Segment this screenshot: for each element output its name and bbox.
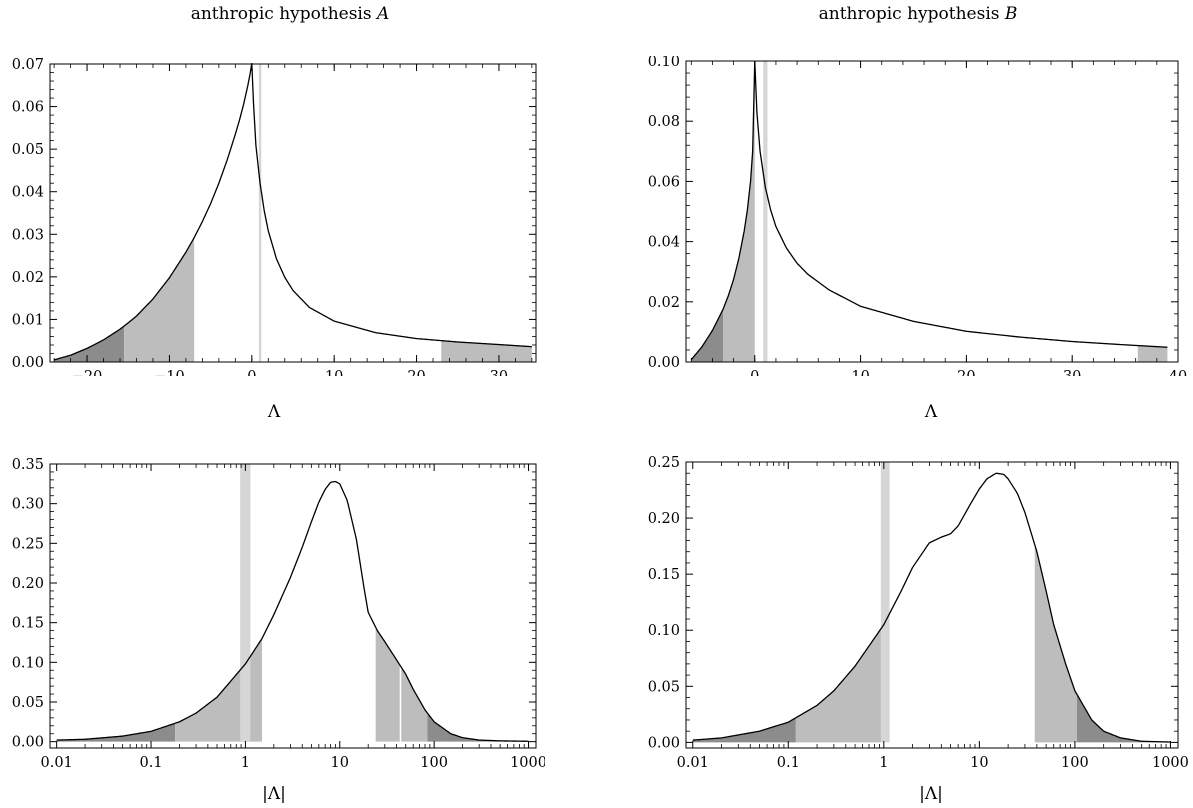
y-tick-label: 0.04 [12, 185, 44, 201]
x-tick-label: 100 [420, 755, 448, 771]
y-tick-label: 0.10 [12, 655, 44, 671]
y-tick-label: 0.25 [12, 536, 44, 552]
chart-top-left-svg: 0.00 0.01 0.02 0.03 0.04 0.05 0.06 0.07 −20 −10 0 1… [12, 57, 537, 376]
x-tick-label: 1000 [510, 755, 545, 771]
y-tick-label: 0.06 [648, 174, 680, 190]
y-tick-label: 0.05 [12, 142, 44, 158]
x-axis-label-bottom-right: |Λ| [919, 784, 943, 804]
x-tick-label: 0.1 [777, 755, 800, 771]
y-tick-label: 0.02 [648, 295, 680, 311]
chart-bottom-right-svg: 0.00 0.05 0.10 0.15 0.20 0.25 0.01 0.1 1 10 100 100… [648, 456, 1188, 771]
title-left: anthropic hypothesis A [190, 4, 390, 24]
y-tick-label: 0.05 [648, 679, 680, 695]
y-tick-label: 0.08 [648, 114, 680, 130]
x-tick-label: 20 [957, 369, 975, 376]
chart-bottom-left: 0.00 0.05 0.10 0.15 0.20 0.25 0.30 0.35 0.01 0.1 1… [0, 456, 545, 786]
y-tick-label: 0.00 [648, 735, 680, 751]
x-tick-label: 0 [750, 369, 759, 376]
shaded-region-dark [56, 723, 176, 742]
shaded-region-dark [54, 326, 125, 362]
observed-value-band [880, 462, 890, 743]
shaded-region-mid [441, 340, 532, 362]
y-tick-label: 0.01 [12, 312, 44, 328]
y-tick-label: 0.25 [648, 456, 680, 471]
x-tick-label: 30 [1063, 369, 1081, 376]
shaded-region-mid [124, 237, 195, 362]
y-tick-label: 0.15 [648, 567, 680, 583]
x-tick-label: 10 [331, 755, 349, 771]
title-right: anthropic hypothesis B [818, 4, 1018, 24]
shaded-region-mid [795, 627, 882, 743]
x-tick-label: 10 [325, 369, 343, 376]
y-tick-label: 0.00 [648, 355, 680, 371]
y-tick-label: 0.00 [12, 355, 44, 371]
title-variable: B [1004, 4, 1018, 24]
x-tick-label: 30 [490, 369, 508, 376]
x-tick-label: −10 [154, 369, 185, 376]
shaded-region-dark [692, 717, 796, 743]
chart-top-right-svg: 0.00 0.02 0.04 0.06 0.08 0.10 0 10 20 30 40 [648, 56, 1188, 376]
x-axis-label-bottom-left: |Λ| [262, 784, 286, 804]
y-tick-label: 0.05 [12, 695, 44, 711]
plot-frame [685, 461, 1179, 749]
y-tick-label: 0.10 [648, 56, 680, 70]
chart-bottom-left-svg: 0.00 0.05 0.10 0.15 0.20 0.25 0.30 0.35 0.01 0.1 1… [12, 457, 545, 771]
density-curve [56, 480, 529, 742]
x-tick-label: 0.1 [140, 755, 163, 771]
chart-top-right: 0.00 0.02 0.04 0.06 0.08 0.10 0 10 20 30 40 [598, 56, 1188, 376]
y-tick-label: 0.35 [12, 457, 44, 473]
x-axis-label-top-right: Λ [924, 402, 938, 422]
y-tick-label: 0.06 [12, 100, 44, 116]
x-tick-label: 40 [1169, 369, 1187, 376]
chart-top-left: 0.00 0.01 0.02 0.03 0.04 0.05 0.06 0.07 −20 −10 0 1… [0, 56, 545, 376]
x-tick-label: 100 [1061, 755, 1089, 771]
y-tick-label: 0.00 [12, 735, 44, 751]
shaded-region-mid [723, 61, 755, 362]
x-tick-label: 10 [851, 369, 869, 376]
x-tick-label: 1 [879, 755, 888, 771]
y-tick-label: 0.20 [12, 576, 44, 592]
x-tick-label: −20 [72, 369, 103, 376]
shaded-region-dark [691, 309, 724, 362]
x-tick-label: 20 [407, 369, 425, 376]
y-tick-label: 0.04 [648, 235, 680, 251]
observed-value-band [763, 61, 768, 362]
shaded-region-mid [1034, 544, 1077, 743]
y-tick-label: 0.20 [648, 511, 680, 527]
plot-frame [49, 463, 537, 749]
x-tick-label: 0 [247, 369, 256, 376]
plot-frame [685, 60, 1179, 363]
title-variable: A [377, 4, 390, 24]
y-tick-label: 0.15 [12, 616, 44, 632]
density-curve [53, 63, 532, 361]
y-tick-label: 0.07 [12, 57, 44, 73]
shaded-region-dark [1076, 694, 1171, 743]
y-tick-label: 0.03 [12, 227, 44, 243]
y-tick-label: 0.10 [648, 623, 680, 639]
shaded-region-mid [375, 627, 428, 742]
observed-value-band [258, 64, 262, 362]
density-curve [690, 60, 1168, 361]
density-curve [692, 472, 1171, 743]
x-tick-label: 10 [970, 755, 988, 771]
x-tick-label: 1 [241, 755, 250, 771]
y-tick-label: 0.02 [12, 270, 44, 286]
plot-frame [49, 63, 537, 363]
shaded-region-mid [1137, 345, 1168, 362]
x-tick-label: 0.01 [677, 755, 709, 771]
x-axis-label-top-left: Λ [267, 402, 281, 422]
x-tick-label: 1000 [1152, 755, 1188, 771]
chart-bottom-right: 0.00 0.05 0.10 0.15 0.20 0.25 0.01 0.1 1 10 100 100… [598, 456, 1188, 786]
observed-value-band [240, 464, 251, 742]
x-tick-label: 0.01 [41, 755, 73, 771]
y-tick-label: 0.30 [12, 497, 44, 513]
